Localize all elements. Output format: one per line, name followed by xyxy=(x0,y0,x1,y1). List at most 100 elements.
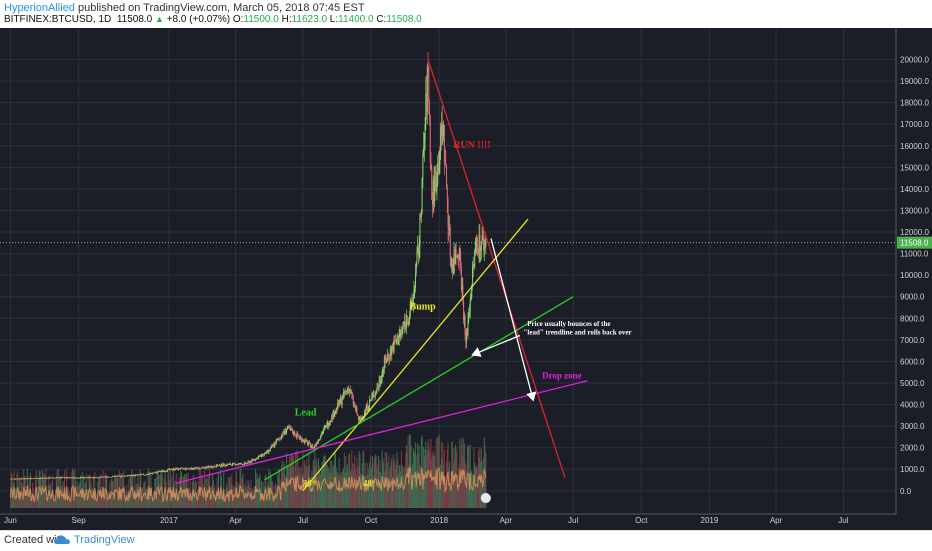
candle-body xyxy=(329,421,331,423)
candle-body xyxy=(16,478,18,480)
tradingview-brand[interactable]: TradingView xyxy=(74,534,135,546)
candle-body xyxy=(369,399,371,401)
annotation-text: "lead" trendline and rolls back over xyxy=(524,328,632,336)
x-tick-label: Apr xyxy=(770,516,783,525)
candle-body xyxy=(59,477,61,479)
candle-body xyxy=(266,450,268,455)
volume-bar xyxy=(411,474,413,508)
volume-bar xyxy=(327,470,329,508)
candle-body xyxy=(428,67,430,103)
candle-body xyxy=(95,477,97,478)
x-tick-label: 2017 xyxy=(160,516,178,525)
candle-body xyxy=(51,477,53,479)
volume-bar xyxy=(230,483,232,508)
volume-bar xyxy=(106,492,108,508)
candle-body xyxy=(87,476,89,478)
candle-body xyxy=(336,407,338,410)
candle-body xyxy=(309,442,311,443)
candle-body xyxy=(15,478,17,480)
candle-body xyxy=(89,477,91,478)
candle-body xyxy=(276,439,278,441)
candle-body xyxy=(366,404,368,410)
volume-bar xyxy=(383,472,385,508)
candle-body xyxy=(49,477,51,479)
candle-body xyxy=(476,239,478,244)
candle-body xyxy=(267,450,269,452)
volume-bar xyxy=(133,491,135,508)
candle-body xyxy=(81,477,83,479)
candle-body xyxy=(397,341,399,345)
candle-body xyxy=(256,457,258,459)
volume-bar xyxy=(390,461,392,508)
volume-bar xyxy=(357,468,359,508)
up-triangle-icon: ▲ xyxy=(155,14,164,24)
candle-body xyxy=(215,464,217,468)
candle-body xyxy=(160,471,162,472)
price-chart[interactable]: 0.0 1000.0 2000.0 3000.0 4000.0 5000.0 6000.0 7… xyxy=(0,28,932,530)
volume-bar xyxy=(260,495,262,508)
publish-text: published on TradingView.com, March 05, … xyxy=(74,2,365,14)
created-with-text: Created with xyxy=(4,534,66,546)
candle-body xyxy=(187,468,189,470)
candle-body xyxy=(191,467,193,470)
candle-body xyxy=(343,391,345,395)
volume-bar xyxy=(99,486,101,508)
candle-body xyxy=(186,467,188,469)
author-link[interactable]: HyperionAllied xyxy=(4,2,75,14)
volume-bar xyxy=(92,489,94,508)
candle-body xyxy=(46,477,48,479)
candle-body xyxy=(126,475,128,477)
candle-body xyxy=(206,466,208,469)
candle-body xyxy=(348,388,350,392)
candle-body xyxy=(198,467,200,469)
candle-body xyxy=(307,443,309,445)
candle-body xyxy=(406,315,408,328)
candle-body xyxy=(341,399,343,405)
candle-body xyxy=(236,464,238,466)
candle-body xyxy=(377,387,379,389)
candle-body xyxy=(142,474,144,475)
candle-body xyxy=(63,477,65,479)
candle-body xyxy=(71,477,73,479)
candle-body xyxy=(209,466,211,468)
candle-body xyxy=(138,474,140,475)
volume-bar xyxy=(140,495,142,508)
chart-area[interactable]: 0.0 1000.0 2000.0 3000.0 4000.0 5000.0 6000.0 7… xyxy=(0,28,932,530)
candle-body xyxy=(242,464,244,466)
volume-bar xyxy=(41,484,43,508)
candle-body xyxy=(461,285,463,290)
candle-body xyxy=(485,243,487,247)
volume-bar xyxy=(325,462,327,508)
volume-bar xyxy=(72,468,74,508)
candle-body xyxy=(232,463,234,466)
candle-body xyxy=(469,311,471,315)
candle-body xyxy=(414,273,416,289)
volume-bar xyxy=(478,456,480,508)
candle-body xyxy=(346,390,348,392)
volume-bar xyxy=(346,469,348,508)
candle-body xyxy=(297,435,299,437)
candle-body xyxy=(95,477,97,478)
volume-bar xyxy=(439,474,441,508)
volume-bar xyxy=(146,491,148,508)
candle-body xyxy=(119,475,121,477)
candle-body xyxy=(266,450,268,452)
candle-body xyxy=(248,461,250,462)
y-tick-label: 20000.0 xyxy=(900,56,929,65)
candle-body xyxy=(481,235,483,242)
volume-bar xyxy=(310,477,312,508)
candle-body xyxy=(21,478,23,480)
candle-body xyxy=(300,436,302,438)
y-tick-label: 12000.0 xyxy=(900,228,929,237)
volume-bar xyxy=(112,481,114,508)
trendline-yellow xyxy=(302,218,529,492)
candle-body xyxy=(178,468,180,470)
candle-body xyxy=(102,477,104,478)
x-tick-label: 2018 xyxy=(430,516,448,525)
candle-body xyxy=(293,431,295,435)
candle-body xyxy=(158,471,160,473)
candle-body xyxy=(158,471,160,472)
candle-body xyxy=(477,254,479,255)
candle-body xyxy=(224,465,226,467)
volume-bar xyxy=(153,490,155,508)
